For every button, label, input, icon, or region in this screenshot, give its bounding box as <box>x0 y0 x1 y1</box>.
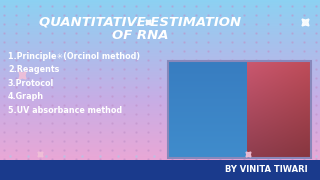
Bar <box>168 61 311 158</box>
Text: 1.Principle✳(Orcinol method): 1.Principle✳(Orcinol method) <box>8 51 140 60</box>
Bar <box>0 160 320 180</box>
Text: 3.Protocol: 3.Protocol <box>8 78 54 87</box>
Text: QUANTITATIVE ESTIMATION: QUANTITATIVE ESTIMATION <box>39 15 241 28</box>
Text: 2.Reagents: 2.Reagents <box>8 65 60 74</box>
Text: BY VINITA TIWARI: BY VINITA TIWARI <box>225 165 308 174</box>
Text: 5.UV absorbance method: 5.UV absorbance method <box>8 105 122 114</box>
Text: OF RNA: OF RNA <box>112 28 168 42</box>
Text: 4.Graph: 4.Graph <box>8 92 44 101</box>
